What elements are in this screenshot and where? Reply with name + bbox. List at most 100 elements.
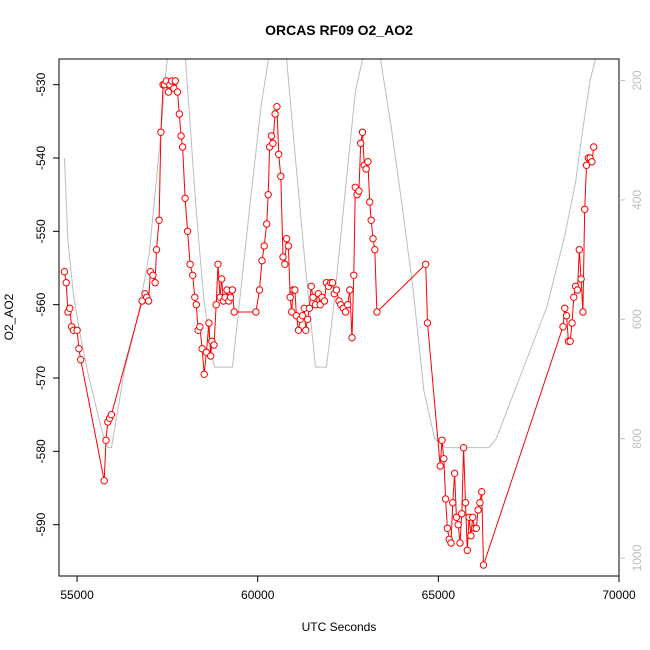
data-point — [438, 436, 446, 444]
data-point — [364, 158, 372, 166]
data-point — [212, 301, 220, 309]
data-point — [273, 103, 281, 111]
data-point — [107, 411, 116, 419]
data-point — [561, 304, 569, 312]
data-point — [298, 312, 307, 320]
y2-tick-label: 800 — [630, 428, 644, 448]
data-point — [196, 323, 204, 331]
data-point — [479, 561, 488, 569]
data-point — [303, 315, 312, 323]
data-point — [291, 286, 299, 294]
series-layer — [60, 77, 598, 569]
data-point — [579, 308, 587, 316]
data-point — [191, 293, 199, 301]
plot-frame — [58, 58, 620, 577]
data-point — [264, 191, 272, 199]
data-point — [450, 469, 459, 477]
data-point — [440, 455, 448, 463]
data-point — [332, 286, 341, 294]
x-tick-label: 65000 — [422, 588, 456, 602]
data-point — [307, 282, 315, 290]
data-point — [422, 260, 430, 268]
data-point — [562, 312, 571, 320]
y-tick-label: -550 — [34, 219, 48, 243]
data-point — [582, 161, 591, 170]
data-point — [157, 128, 165, 137]
y-tick-label: -570 — [34, 366, 48, 390]
data-point — [217, 275, 226, 283]
data-point — [149, 271, 157, 279]
y-tick-label: -530 — [34, 72, 48, 96]
y-tick-label: -560 — [34, 292, 48, 316]
data-point — [181, 194, 189, 203]
data-point — [77, 356, 85, 364]
data-point — [309, 293, 317, 301]
y2-tick-label: 600 — [630, 309, 644, 329]
data-point — [75, 345, 83, 353]
data-point — [267, 132, 276, 140]
data-point — [474, 506, 482, 514]
data-point — [350, 271, 358, 279]
data-point — [279, 253, 287, 261]
data-point — [252, 308, 260, 316]
data-point — [447, 539, 455, 547]
data-point — [577, 275, 585, 283]
data-point — [362, 165, 370, 173]
data-point — [371, 246, 379, 254]
data-point — [260, 242, 268, 250]
data-point — [286, 293, 294, 301]
data-point — [305, 304, 314, 312]
data-point — [255, 286, 264, 294]
data-point — [366, 198, 374, 206]
x-axis-label: UTC Seconds — [302, 620, 377, 634]
data-point — [454, 521, 462, 529]
data-point — [467, 532, 475, 540]
data-point — [294, 326, 303, 334]
data-point — [581, 205, 589, 214]
data-point — [284, 242, 293, 250]
data-point — [277, 172, 285, 181]
data-point — [358, 128, 367, 137]
data-point — [186, 260, 194, 268]
secondary-series-line — [63, 59, 596, 449]
data-point — [449, 499, 457, 507]
data-point — [436, 462, 444, 470]
data-point — [590, 143, 598, 151]
data-point — [346, 286, 354, 294]
y-tick-label: -580 — [34, 439, 48, 463]
data-point — [357, 139, 365, 148]
data-point — [62, 279, 70, 287]
data-point — [151, 279, 159, 287]
data-point — [263, 220, 271, 228]
y2-tick-label: 1000 — [630, 544, 644, 571]
x-tick-label: 70000 — [602, 588, 636, 602]
x-axis: 55000 60000 65000 70000 — [60, 576, 636, 602]
data-point — [344, 301, 352, 309]
data-point — [178, 143, 187, 151]
data-point — [369, 235, 377, 243]
data-point — [566, 337, 574, 345]
y2-axis: 200 400 600 800 1000 — [619, 70, 644, 571]
data-point — [155, 216, 163, 225]
data-point — [164, 88, 173, 96]
y-tick-label: -540 — [34, 146, 48, 170]
secondary-series-layer — [63, 59, 596, 449]
data-point — [302, 326, 310, 334]
data-point — [288, 308, 296, 316]
data-point — [373, 308, 381, 316]
data-point — [472, 524, 480, 532]
data-point — [367, 216, 375, 225]
data-point — [144, 297, 153, 305]
data-point — [192, 301, 201, 309]
data-point — [459, 444, 468, 452]
data-point — [452, 513, 461, 521]
data-point — [271, 110, 279, 118]
y2-tick-label: 200 — [630, 70, 644, 90]
data-point — [282, 235, 291, 243]
data-point — [171, 77, 180, 85]
data-point — [463, 546, 471, 554]
data-point — [478, 488, 486, 496]
x-tick-label: 55000 — [60, 588, 94, 602]
x-tick-label: 60000 — [241, 588, 275, 602]
